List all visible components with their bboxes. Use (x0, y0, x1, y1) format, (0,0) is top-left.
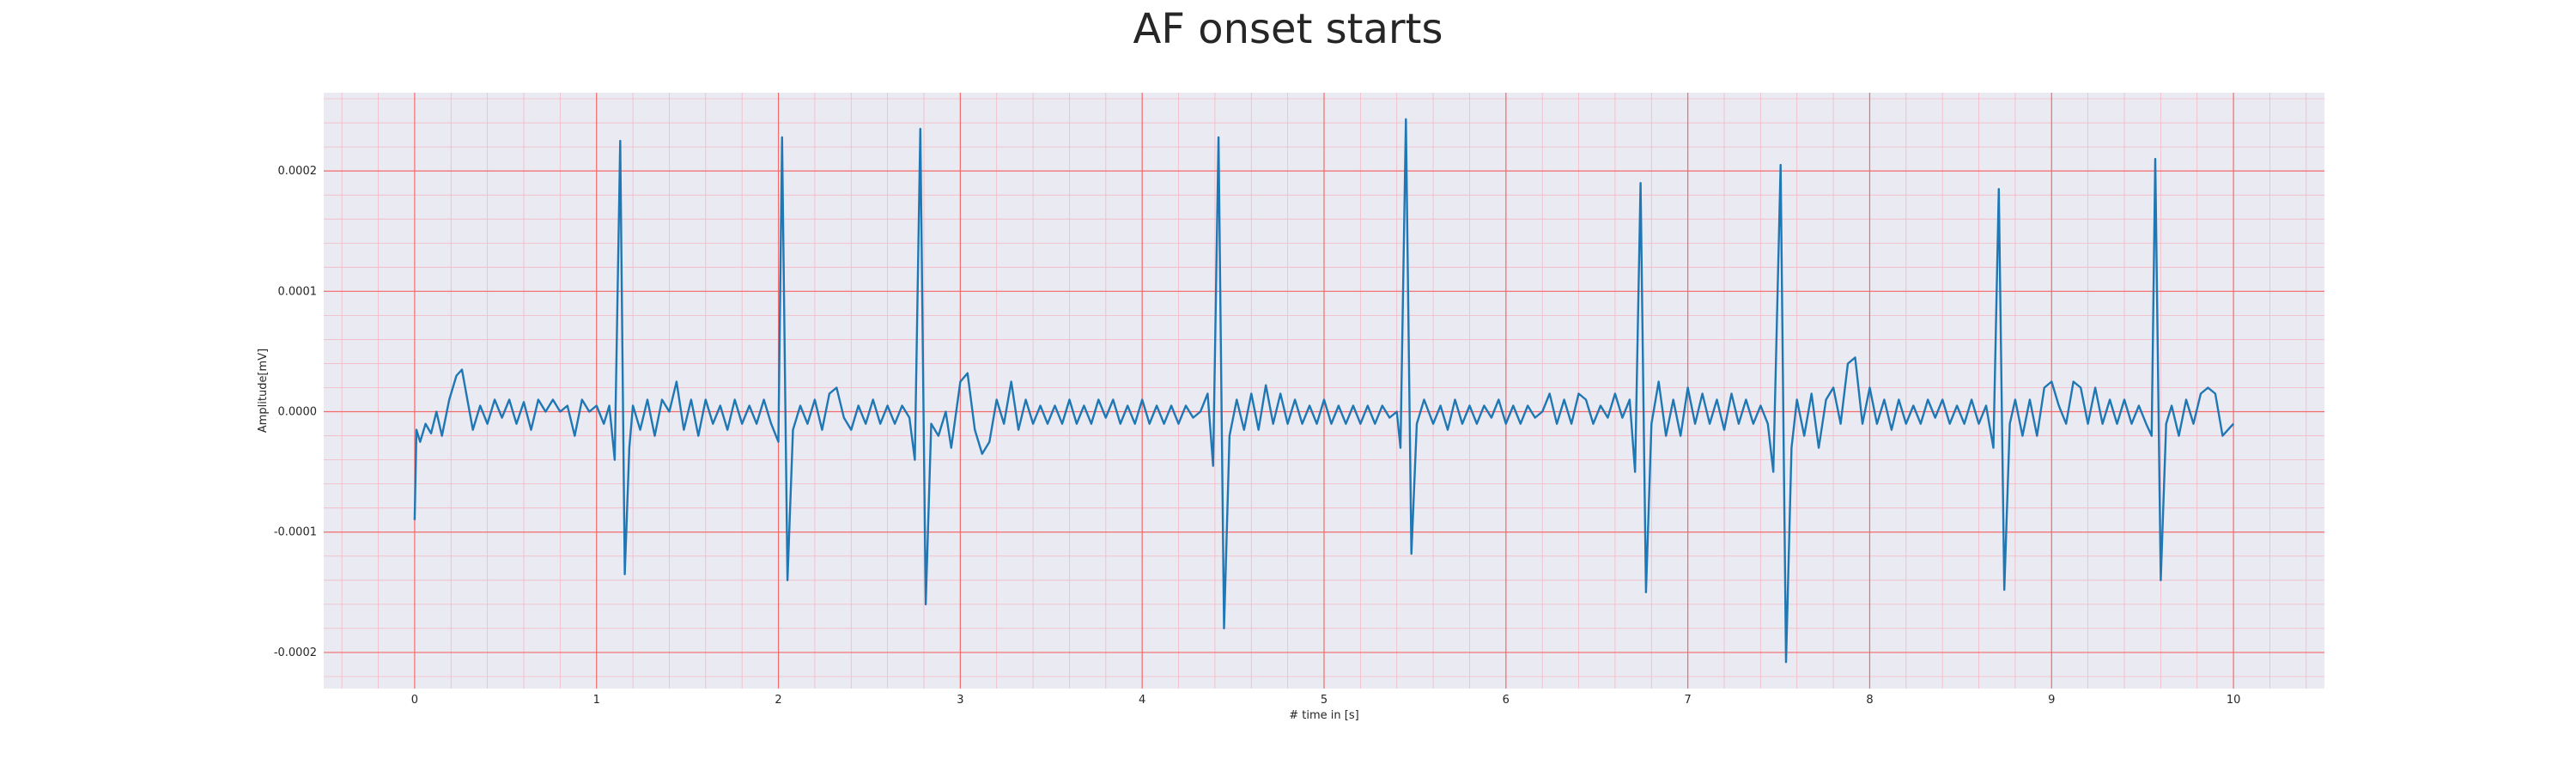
x-tick-label: 2 (775, 694, 781, 707)
x-axis-ticks: 0 1 2 3 4 5 6 7 8 9 10 (411, 694, 2241, 707)
chart-title: AF onset starts (1133, 5, 1443, 53)
x-axis-label: # time in [s] (1289, 709, 1358, 722)
x-tick-label: 5 (1321, 694, 1327, 707)
ecg-signal-line (413, 118, 2234, 664)
y-tick-label: 0.0002 (278, 165, 318, 178)
x-tick-label: 0 (411, 694, 418, 707)
y-axis-ticks: -0.0002 -0.0001 0.0000 0.0001 0.0002 (274, 165, 317, 659)
x-tick-label: 4 (1139, 694, 1145, 707)
x-tick-label: 8 (1866, 694, 1873, 707)
x-tick-label: 6 (1503, 694, 1510, 707)
y-tick-label: -0.0001 (274, 526, 317, 539)
y-tick-label: 0.0001 (278, 285, 318, 298)
x-tick-label: 1 (593, 694, 600, 707)
y-tick-label: -0.0002 (274, 646, 317, 659)
y-tick-label: 0.0000 (278, 406, 318, 419)
y-axis-label: Amplitude[mV] (257, 349, 270, 433)
major-grid (324, 93, 2324, 689)
x-tick-label: 7 (1684, 694, 1691, 707)
x-tick-label: 10 (2227, 694, 2241, 707)
x-tick-label: 3 (957, 694, 963, 707)
x-tick-label: 9 (2048, 694, 2055, 707)
